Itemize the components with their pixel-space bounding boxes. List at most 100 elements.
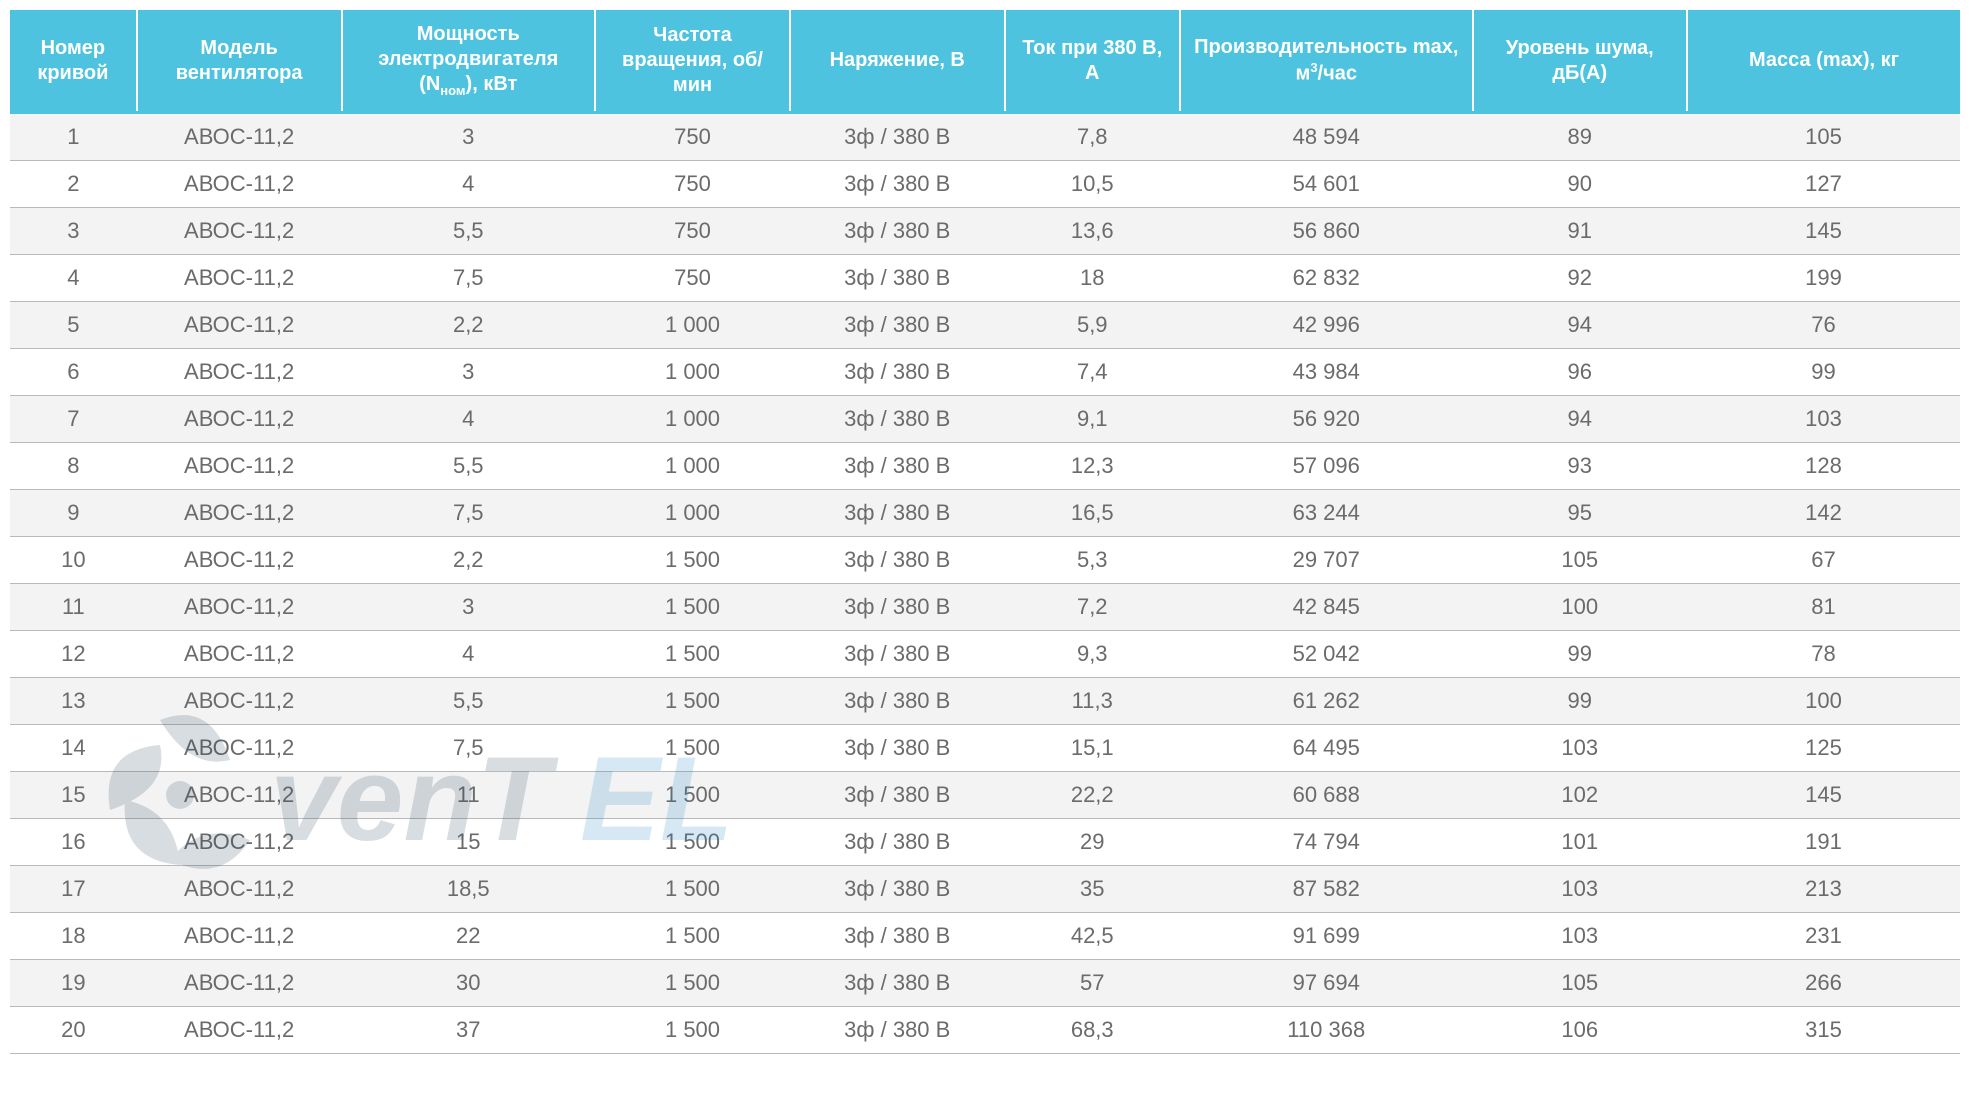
table-row: 11АВОС-11,231 5003ф / 380 В7,242 8451008… — [10, 584, 1960, 631]
table-row: 4АВОС-11,27,57503ф / 380 В1862 83292199 — [10, 255, 1960, 302]
cell-mass: 145 — [1687, 208, 1960, 255]
table-row: 9АВОС-11,27,51 0003ф / 380 В16,563 24495… — [10, 490, 1960, 537]
cell-perf: 91 699 — [1180, 913, 1473, 960]
cell-noise: 99 — [1473, 678, 1688, 725]
cell-rpm: 1 000 — [595, 490, 790, 537]
cell-num: 3 — [10, 208, 137, 255]
cell-perf: 52 042 — [1180, 631, 1473, 678]
cell-mass: 81 — [1687, 584, 1960, 631]
table-row: 19АВОС-11,2301 5003ф / 380 В5797 6941052… — [10, 960, 1960, 1007]
cell-mass: 315 — [1687, 1007, 1960, 1054]
col-header-voltage: Наряжение, В — [790, 10, 1005, 113]
cell-mass: 145 — [1687, 772, 1960, 819]
cell-rpm: 750 — [595, 113, 790, 161]
cell-num: 5 — [10, 302, 137, 349]
cell-current: 7,8 — [1005, 113, 1181, 161]
table-row: 6АВОС-11,231 0003ф / 380 В7,443 9849699 — [10, 349, 1960, 396]
cell-current: 22,2 — [1005, 772, 1181, 819]
cell-voltage: 3ф / 380 В — [790, 631, 1005, 678]
cell-model: АВОС-11,2 — [137, 537, 342, 584]
cell-rpm: 1 500 — [595, 866, 790, 913]
cell-current: 11,3 — [1005, 678, 1181, 725]
cell-num: 10 — [10, 537, 137, 584]
cell-perf: 87 582 — [1180, 866, 1473, 913]
cell-rpm: 1 500 — [595, 772, 790, 819]
table-row: 15АВОС-11,2111 5003ф / 380 В22,260 68810… — [10, 772, 1960, 819]
cell-perf: 43 984 — [1180, 349, 1473, 396]
cell-num: 15 — [10, 772, 137, 819]
cell-model: АВОС-11,2 — [137, 302, 342, 349]
cell-num: 2 — [10, 161, 137, 208]
cell-power: 30 — [342, 960, 596, 1007]
cell-mass: 78 — [1687, 631, 1960, 678]
cell-mass: 191 — [1687, 819, 1960, 866]
cell-perf: 63 244 — [1180, 490, 1473, 537]
table-row: 17АВОС-11,218,51 5003ф / 380 В3587 58210… — [10, 866, 1960, 913]
cell-num: 4 — [10, 255, 137, 302]
cell-num: 12 — [10, 631, 137, 678]
cell-power: 4 — [342, 396, 596, 443]
cell-model: АВОС-11,2 — [137, 819, 342, 866]
col-header-perf: Производительность max, м3/час — [1180, 10, 1473, 113]
cell-model: АВОС-11,2 — [137, 725, 342, 772]
table-row: 8АВОС-11,25,51 0003ф / 380 В12,357 09693… — [10, 443, 1960, 490]
cell-power: 11 — [342, 772, 596, 819]
cell-num: 8 — [10, 443, 137, 490]
cell-current: 13,6 — [1005, 208, 1181, 255]
table-row: 13АВОС-11,25,51 5003ф / 380 В11,361 2629… — [10, 678, 1960, 725]
cell-current: 42,5 — [1005, 913, 1181, 960]
cell-model: АВОС-11,2 — [137, 866, 342, 913]
cell-rpm: 1 000 — [595, 302, 790, 349]
fan-spec-table-wrap: venT EL Номер кривойМодель вентилятораМо… — [10, 10, 1960, 1054]
cell-rpm: 1 500 — [595, 913, 790, 960]
cell-power: 37 — [342, 1007, 596, 1054]
cell-power: 3 — [342, 584, 596, 631]
table-row: 3АВОС-11,25,57503ф / 380 В13,656 8609114… — [10, 208, 1960, 255]
cell-noise: 99 — [1473, 631, 1688, 678]
cell-model: АВОС-11,2 — [137, 161, 342, 208]
cell-model: АВОС-11,2 — [137, 208, 342, 255]
cell-noise: 103 — [1473, 913, 1688, 960]
table-row: 10АВОС-11,22,21 5003ф / 380 В5,329 70710… — [10, 537, 1960, 584]
cell-rpm: 1 500 — [595, 537, 790, 584]
table-row: 14АВОС-11,27,51 5003ф / 380 В15,164 4951… — [10, 725, 1960, 772]
cell-perf: 60 688 — [1180, 772, 1473, 819]
cell-model: АВОС-11,2 — [137, 913, 342, 960]
col-header-model: Модель вентилятора — [137, 10, 342, 113]
cell-noise: 90 — [1473, 161, 1688, 208]
col-header-num: Номер кривой — [10, 10, 137, 113]
cell-perf: 29 707 — [1180, 537, 1473, 584]
cell-model: АВОС-11,2 — [137, 772, 342, 819]
cell-current: 9,1 — [1005, 396, 1181, 443]
cell-perf: 56 860 — [1180, 208, 1473, 255]
cell-num: 11 — [10, 584, 137, 631]
cell-power: 5,5 — [342, 678, 596, 725]
cell-current: 9,3 — [1005, 631, 1181, 678]
cell-mass: 103 — [1687, 396, 1960, 443]
table-row: 7АВОС-11,241 0003ф / 380 В9,156 92094103 — [10, 396, 1960, 443]
col-header-rpm: Частота вращения, об/мин — [595, 10, 790, 113]
cell-power: 22 — [342, 913, 596, 960]
fan-spec-table: Номер кривойМодель вентилятораМощность э… — [10, 10, 1960, 1054]
cell-model: АВОС-11,2 — [137, 443, 342, 490]
cell-noise: 96 — [1473, 349, 1688, 396]
cell-mass: 105 — [1687, 113, 1960, 161]
cell-perf: 54 601 — [1180, 161, 1473, 208]
cell-voltage: 3ф / 380 В — [790, 113, 1005, 161]
cell-noise: 106 — [1473, 1007, 1688, 1054]
cell-power: 3 — [342, 113, 596, 161]
cell-voltage: 3ф / 380 В — [790, 913, 1005, 960]
cell-noise: 94 — [1473, 396, 1688, 443]
col-header-noise: Уровень шума, дБ(А) — [1473, 10, 1688, 113]
cell-current: 12,3 — [1005, 443, 1181, 490]
cell-num: 20 — [10, 1007, 137, 1054]
cell-rpm: 750 — [595, 208, 790, 255]
col-header-current: Ток при 380 В, А — [1005, 10, 1181, 113]
cell-rpm: 1 000 — [595, 349, 790, 396]
cell-voltage: 3ф / 380 В — [790, 584, 1005, 631]
cell-noise: 101 — [1473, 819, 1688, 866]
cell-num: 13 — [10, 678, 137, 725]
cell-voltage: 3ф / 380 В — [790, 678, 1005, 725]
cell-mass: 99 — [1687, 349, 1960, 396]
cell-voltage: 3ф / 380 В — [790, 537, 1005, 584]
